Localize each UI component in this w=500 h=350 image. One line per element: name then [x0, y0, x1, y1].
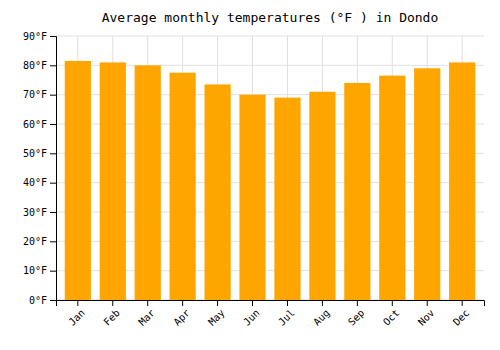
tick: 80°F — [23, 60, 56, 71]
tick-label: 90°F — [23, 31, 47, 42]
tick: 90°F — [23, 31, 56, 42]
tick-mark — [252, 300, 253, 306]
bar — [274, 98, 300, 300]
tick: Jul — [276, 300, 297, 328]
tick-mark — [50, 271, 56, 272]
bar — [449, 62, 475, 300]
plot: 0°F 10°F 20°F 30°F 40°F 50°F 60°F 70°F 80°F 90°F J… — [23, 31, 485, 328]
x-axis: Jan Feb Mar Apr May Jun Jul Aug Sep Oct Nov Dec — [57, 300, 485, 328]
bars — [65, 61, 476, 300]
tick-mark — [50, 241, 56, 242]
tick: Dec — [451, 300, 472, 328]
bar — [135, 65, 161, 300]
tick-label: Nov — [416, 307, 437, 328]
tick-label: Apr — [171, 307, 192, 328]
tick: 50°F — [23, 148, 56, 159]
tick-mark — [182, 300, 183, 306]
tick-mark — [112, 300, 113, 306]
bar — [239, 95, 265, 300]
grid-line — [56, 36, 484, 37]
bar — [379, 76, 405, 300]
grid — [56, 36, 484, 300]
tick-label: 30°F — [23, 207, 47, 218]
bar — [100, 62, 126, 300]
bar — [170, 73, 196, 300]
tick-label: Aug — [311, 307, 332, 328]
tick-mark — [50, 212, 56, 213]
tick: Mar — [136, 300, 157, 328]
tick-label: Jan — [66, 307, 87, 328]
tick-label: 0°F — [29, 295, 47, 306]
tick-mark — [287, 300, 288, 306]
tick-label: 40°F — [23, 177, 47, 188]
tick: May — [206, 300, 227, 328]
tick: Jan — [66, 300, 87, 328]
tick: 70°F — [23, 89, 56, 100]
tick-label: Oct — [381, 307, 402, 328]
tick-mark — [217, 300, 218, 306]
tick: Jun — [241, 300, 262, 328]
tick-mark — [357, 300, 358, 306]
tick-label: 20°F — [23, 236, 47, 247]
tick: Oct — [381, 300, 402, 328]
tick-label: Jun — [241, 307, 262, 328]
tick: Apr — [171, 300, 192, 328]
tick-mark — [50, 95, 56, 96]
tick: Sep — [346, 300, 367, 328]
tick-label: May — [206, 307, 227, 328]
tick-label: 80°F — [23, 60, 47, 71]
tick-mark — [50, 153, 56, 154]
axis-line — [50, 37, 57, 301]
title: Average monthly temperatures (°F ) in Do… — [102, 10, 439, 25]
tick-mark — [77, 300, 78, 306]
tick-label: Sep — [346, 307, 367, 328]
axis-line — [57, 301, 485, 307]
tick-mark — [427, 300, 428, 306]
tick-mark — [50, 300, 56, 301]
tick-label: Dec — [451, 307, 472, 328]
tick-mark — [392, 300, 393, 306]
tick: Nov — [416, 300, 437, 328]
tick-mark — [147, 300, 148, 306]
tick-label: 70°F — [23, 89, 47, 100]
bar — [414, 68, 440, 300]
tick: 40°F — [23, 177, 56, 188]
y-axis: 0°F 10°F 20°F 30°F 40°F 50°F 60°F 70°F 80°F 90°F — [23, 31, 57, 306]
tick-label: 50°F — [23, 148, 47, 159]
tick-label: Feb — [101, 307, 122, 328]
tick: 10°F — [23, 265, 56, 276]
tick: Feb — [101, 300, 122, 328]
tick-label: Jul — [276, 307, 297, 328]
tick-mark — [50, 124, 56, 125]
bar — [309, 92, 335, 300]
tick-mark — [50, 36, 56, 37]
tick-label: 10°F — [23, 265, 47, 276]
tick-mark — [462, 300, 463, 306]
bar — [344, 83, 370, 300]
tick: 30°F — [23, 207, 56, 218]
tick: 20°F — [23, 236, 56, 247]
chart: 0°F 10°F 20°F 30°F 40°F 50°F 60°F 70°F 80°F 90°F J… — [0, 0, 500, 350]
tick-mark — [50, 65, 56, 66]
bar — [204, 84, 230, 300]
tick-label: 60°F — [23, 119, 47, 130]
tick-mark — [50, 183, 56, 184]
tick: 0°F — [29, 295, 56, 306]
bar — [65, 61, 91, 300]
tick-label: Mar — [136, 307, 157, 328]
tick: Aug — [311, 300, 332, 328]
tick: 60°F — [23, 119, 56, 130]
tick-mark — [322, 300, 323, 306]
